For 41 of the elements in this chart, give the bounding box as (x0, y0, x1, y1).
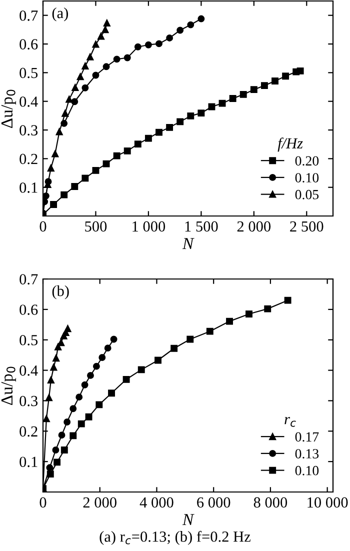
y-tick-label: 0.5 (20, 68, 38, 78)
legend-title: r$_{c}$ (284, 416, 296, 427)
legend-label: 0.05 (295, 190, 319, 200)
legend-title: f/Hz (278, 138, 303, 152)
x-tick-label: 2 000 (83, 497, 116, 508)
legend-label: 0.10 (295, 466, 319, 476)
y-tick-label: 0.6 (20, 304, 38, 315)
y-tick-label: 0.2 (20, 426, 38, 437)
legend-label: 0.20 (295, 156, 319, 166)
y-tick-label: 0.4 (20, 365, 38, 376)
legend-label: 0.13 (295, 449, 319, 459)
y-tick-label: 0.3 (20, 125, 38, 136)
x-tick-label: 500 (85, 221, 107, 232)
legend-label: 0.10 (295, 173, 319, 183)
y-tick-label: 0.2 (20, 154, 38, 164)
y-tick-label: 0.1 (20, 182, 38, 193)
y-tick-label: 0.5 (20, 335, 38, 346)
text: (a) r$_{c}$=0.13; (b) f=0.2 Hz (100, 530, 250, 545)
x-tick-label: 10 000 (308, 497, 348, 508)
y-tick-label: 0.6 (20, 39, 38, 50)
x-tick-label: 2 000 (237, 221, 271, 232)
y-tick-label: 0.7 (20, 10, 38, 21)
y-tick-label: 0.4 (20, 96, 38, 107)
x-tick-label: 2 500 (290, 221, 324, 232)
y-tick-label: 0.1 (20, 456, 38, 468)
x-tick-label: 0 (40, 497, 46, 508)
x-tick-label: 4 000 (140, 497, 174, 508)
x-axis-title: N (182, 238, 194, 250)
y-tick-label: 0.3 (20, 396, 38, 406)
x-tick-label: 8 000 (254, 497, 288, 508)
y-axis-title: Δu/p$_{0}$ (1, 366, 16, 405)
x-axis-title: N (182, 514, 194, 526)
x-tick-label: 6 000 (197, 497, 230, 508)
x-tick-label: 1 500 (185, 221, 218, 232)
legend-label: 0.17 (295, 432, 319, 442)
x-tick-label: 1 000 (132, 221, 166, 232)
x-tick-label: 0 (40, 221, 46, 232)
annotation: (a) (52, 7, 68, 22)
annotation: (b) (52, 285, 69, 300)
y-tick-label: 0.7 (20, 274, 38, 285)
y-axis-title: Δu/p$_{0}$ (1, 90, 16, 128)
